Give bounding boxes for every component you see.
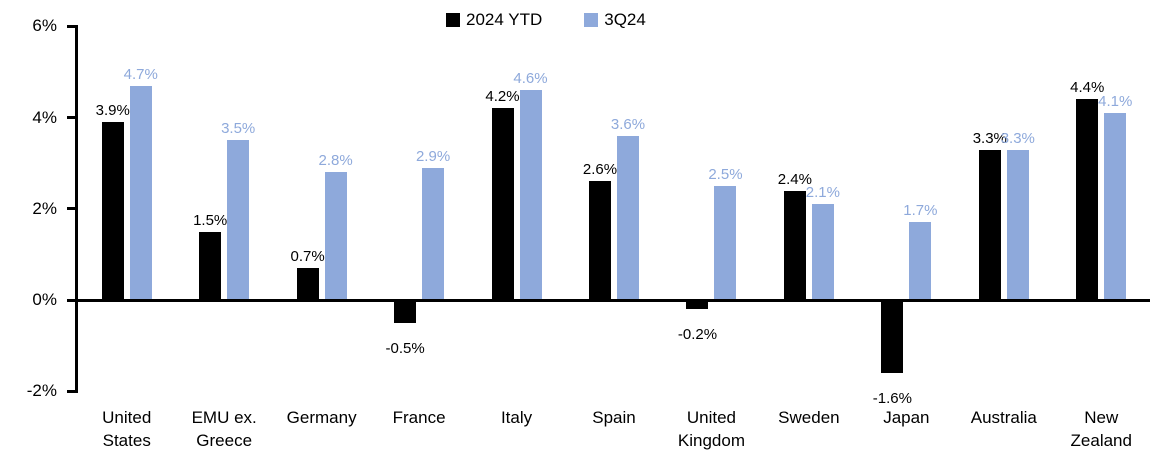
- bar-2024-ytd-sweden: [783, 190, 806, 300]
- bar-2024-ytd-australia: [978, 149, 1001, 300]
- bar-label-2024-ytd-germany: 0.7%: [290, 248, 325, 266]
- category-label-new-zealand: New Zealand: [1070, 408, 1132, 450]
- legend-label-3q24: 3Q24: [604, 10, 646, 29]
- bar-label-2024-ytd-new-zealand: 4.4%: [1070, 79, 1105, 97]
- category-label-italy: Italy: [500, 408, 533, 427]
- y-tick-0: [67, 298, 78, 302]
- bar-3q24-germany: [324, 172, 347, 300]
- bar-2024-ytd-japan: [881, 300, 904, 373]
- bar-3q24-spain: [617, 135, 639, 300]
- bar-label-3q24-united-states: 4.7%: [123, 65, 158, 83]
- category-label-emu-ex-greece: EMU ex. Greece: [191, 408, 257, 450]
- bar-label-2024-ytd-france: -0.5%: [385, 339, 425, 357]
- bar-3q24-italy: [519, 90, 542, 300]
- category-label-spain: Spain: [592, 408, 636, 427]
- category-label-france: France: [392, 408, 446, 427]
- y-tick-2: [67, 207, 78, 211]
- bar-2024-ytd-france: [394, 300, 417, 323]
- bar-3q24-united-kingdom: [714, 186, 737, 300]
- bar-label-3q24-sweden: 2.1%: [805, 184, 840, 202]
- bar-label-2024-ytd-japan: -1.6%: [872, 389, 912, 407]
- y-tick-label-0: 0%: [32, 290, 57, 309]
- category-label-australia: Australia: [970, 408, 1037, 427]
- bar-2024-ytd-emu-ex-greece: [199, 231, 222, 300]
- bar-3q24-australia: [1006, 149, 1029, 300]
- bar-label-3q24-spain: 3.6%: [610, 115, 646, 133]
- bar-label-2024-ytd-united-states: 3.9%: [95, 102, 130, 120]
- bar-label-3q24-france: 2.9%: [415, 147, 451, 165]
- bar-2024-ytd-italy: [491, 108, 514, 300]
- y-tick-label-4: 4%: [32, 107, 57, 127]
- y-tick-2: [67, 389, 78, 393]
- category-label-sweden: Sweden: [778, 408, 840, 427]
- y-tick-6: [67, 24, 78, 28]
- y-tick-label-6: 6%: [32, 16, 57, 36]
- bar-3q24-japan: [909, 222, 932, 300]
- legend-item-2024-ytd: 2024 YTD: [446, 11, 542, 29]
- legend-item-3q24: 3Q24: [584, 11, 646, 29]
- bar-label-3q24-emu-ex-greece: 3.5%: [221, 120, 256, 138]
- bar-2024-ytd-united-kingdom: [686, 300, 709, 310]
- bar-label-3q24-italy: 4.6%: [513, 70, 548, 88]
- bar-label-2024-ytd-australia: 3.3%: [972, 129, 1007, 147]
- bar-3q24-france: [422, 167, 445, 300]
- category-label-germany: Germany: [286, 408, 357, 427]
- bar-3q24-united-states: [129, 85, 152, 300]
- bar-label-2024-ytd-sweden: 2.4%: [777, 170, 812, 188]
- bar-label-2024-ytd-italy: 4.2%: [485, 88, 520, 106]
- bar-2024-ytd-united-states: [101, 122, 124, 300]
- bar-2024-ytd-germany: [296, 268, 319, 300]
- category-label-japan: Japan: [883, 408, 930, 427]
- bar-2024-ytd-spain: [589, 181, 611, 300]
- bar-label-3q24-japan: 1.7%: [903, 202, 938, 220]
- bar-label-2024-ytd-spain: 2.6%: [582, 161, 618, 179]
- bar-label-2024-ytd-emu-ex-greece: 1.5%: [193, 211, 228, 229]
- legend-label-2024-ytd: 2024 YTD: [466, 10, 543, 29]
- y-tick-label-2: -2%: [26, 381, 57, 401]
- bar-3q24-sweden: [811, 204, 834, 300]
- bar-label-3q24-new-zealand: 4.1%: [1098, 93, 1133, 111]
- bar-label-3q24-australia: 3.3%: [1000, 129, 1035, 147]
- bar-3q24-new-zealand: [1104, 113, 1127, 300]
- x-axis-baseline: [75, 299, 1150, 302]
- legend-swatch-3q24-icon: [584, 13, 599, 27]
- category-label-united-states: United States: [102, 408, 152, 450]
- chart-legend: 2024 YTD 3Q24: [446, 11, 646, 29]
- y-tick-4: [67, 116, 78, 120]
- bar-label-2024-ytd-united-kingdom: -0.2%: [677, 326, 718, 344]
- bar-2024-ytd-new-zealand: [1076, 99, 1099, 300]
- bar-3q24-emu-ex-greece: [227, 140, 250, 300]
- category-label-united-kingdom: United Kingdom: [677, 408, 745, 450]
- y-tick-label-2: 2%: [32, 198, 57, 218]
- bar-label-3q24-germany: 2.8%: [318, 152, 353, 170]
- legend-swatch-2024-ytd-icon: [446, 13, 460, 27]
- bar-label-3q24-united-kingdom: 2.5%: [708, 166, 743, 183]
